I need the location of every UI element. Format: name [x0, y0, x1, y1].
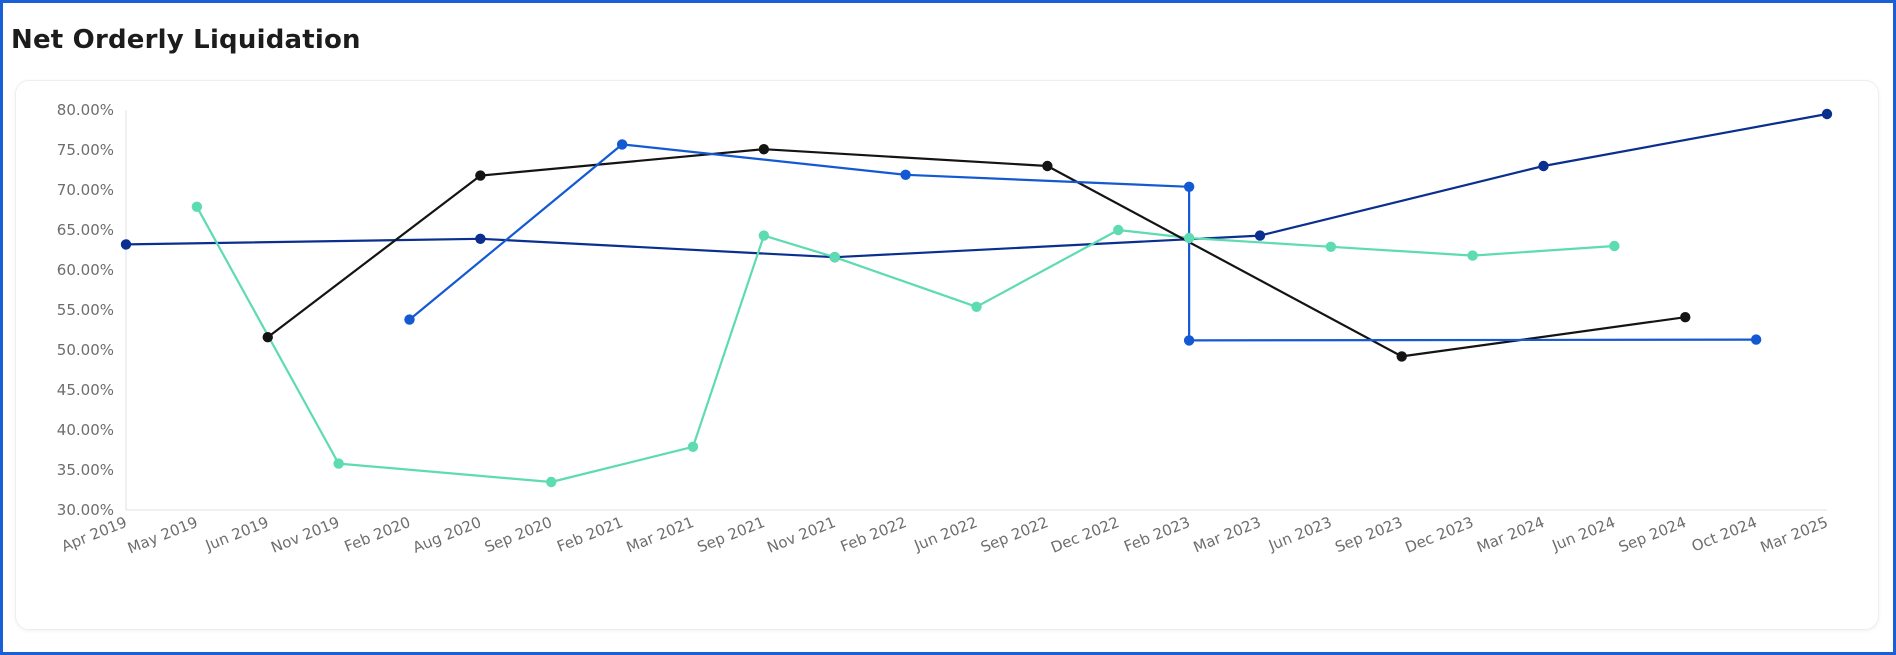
x-tick-label: Sep 2020 [482, 513, 555, 556]
x-tick-label: Sep 2024 [1616, 513, 1689, 556]
y-tick-label: 80.00% [57, 101, 114, 119]
series-line-1 [125, 112, 1828, 259]
data-point-series-1[interactable] [475, 233, 486, 244]
x-tick-label: Mar 2024 [1474, 513, 1547, 556]
data-point-series-3[interactable] [1680, 312, 1691, 323]
data-point-series-4[interactable] [1183, 335, 1195, 346]
y-tick-label: 40.00% [57, 421, 114, 439]
x-tick-label: Nov 2021 [765, 513, 839, 557]
data-point-series-2[interactable] [758, 230, 770, 241]
chart-card: 30.00% 35.00% 40.00% 45.00% 50.00% 55.00% 60.0… [15, 80, 1879, 630]
y-tick-label: 55.00% [57, 301, 114, 319]
data-point-series-2[interactable] [1325, 241, 1337, 252]
data-point-series-4[interactable] [1750, 334, 1762, 345]
data-point-series-3[interactable] [1396, 351, 1407, 362]
data-point-series-4[interactable] [1183, 181, 1195, 192]
y-tick-label: 50.00% [57, 341, 114, 359]
y-tick-label: 75.00% [57, 141, 114, 159]
data-point-series-2[interactable] [829, 252, 840, 263]
data-point-series-3[interactable] [1042, 160, 1053, 172]
data-point-series-1[interactable] [1538, 160, 1549, 172]
data-point-series-2[interactable] [1113, 224, 1124, 236]
y-tick-label: 65.00% [57, 221, 114, 239]
x-tick-label: Jun 2019 [202, 513, 271, 555]
x-tick-label: Oct 2024 [1689, 513, 1760, 555]
series-points [120, 108, 1833, 488]
data-point-series-2[interactable] [546, 476, 557, 488]
data-point-series-2[interactable] [1183, 232, 1195, 244]
y-tick-label: 30.00% [57, 501, 114, 519]
x-tick-label: Sep 2022 [978, 513, 1051, 556]
data-point-series-2[interactable] [687, 441, 699, 452]
x-tick-label: Apr 2019 [59, 513, 130, 556]
x-tick-label: Feb 2020 [342, 513, 413, 556]
data-point-series-3[interactable] [262, 332, 273, 343]
y-tick-label: 60.00% [57, 261, 114, 279]
data-point-series-3[interactable] [475, 170, 486, 181]
x-tick-label: Sep 2021 [695, 513, 768, 556]
data-point-series-2[interactable] [1609, 240, 1620, 252]
x-tick-label: Feb 2023 [1121, 513, 1192, 556]
x-tick-label: Nov 2019 [268, 513, 342, 557]
x-tick-label: Mar 2023 [1191, 513, 1264, 556]
data-point-series-1[interactable] [1254, 230, 1266, 241]
x-tick-label: Feb 2021 [554, 513, 625, 556]
x-tick-label: Mar 2025 [1758, 513, 1831, 556]
data-point-series-2[interactable] [1467, 250, 1478, 261]
x-tick-label: Dec 2022 [1048, 513, 1121, 557]
series-lines [125, 112, 1828, 484]
x-tick-label: May 2019 [125, 513, 200, 557]
x-tick-label: Sep 2023 [1332, 513, 1405, 556]
data-point-series-1[interactable] [120, 239, 132, 250]
x-tick-label: Dec 2023 [1403, 513, 1476, 557]
y-tick-label: 45.00% [57, 381, 114, 399]
y-axis: 30.00% 35.00% 40.00% 45.00% 50.00% 55.00% 60.0… [57, 101, 127, 519]
data-point-series-1[interactable] [1821, 108, 1833, 120]
x-tick-label: Mar 2021 [624, 513, 697, 556]
data-point-series-2[interactable] [191, 201, 203, 212]
data-point-series-2[interactable] [971, 301, 982, 312]
x-tick-label: Jun 2022 [911, 513, 980, 555]
x-tick-label: Jun 2024 [1549, 513, 1618, 555]
data-point-series-4[interactable] [404, 314, 415, 325]
series-line-2 [195, 206, 1615, 484]
y-tick-label: 35.00% [57, 461, 114, 479]
series-line-3 [267, 148, 1686, 358]
data-point-series-3[interactable] [758, 144, 770, 155]
x-tick-label: Jun 2023 [1265, 513, 1334, 555]
data-point-series-2[interactable] [333, 458, 344, 469]
page-title: Net Orderly Liquidation [11, 25, 361, 55]
data-point-series-4[interactable] [616, 139, 628, 150]
data-point-series-4[interactable] [900, 169, 911, 180]
x-tick-label: Feb 2022 [838, 513, 909, 556]
x-tick-label: Aug 2020 [410, 513, 484, 557]
y-tick-label: 70.00% [57, 181, 114, 199]
series-line-4 [408, 143, 1757, 342]
line-chart: 30.00% 35.00% 40.00% 45.00% 50.00% 55.00% 60.0… [57, 101, 1833, 557]
